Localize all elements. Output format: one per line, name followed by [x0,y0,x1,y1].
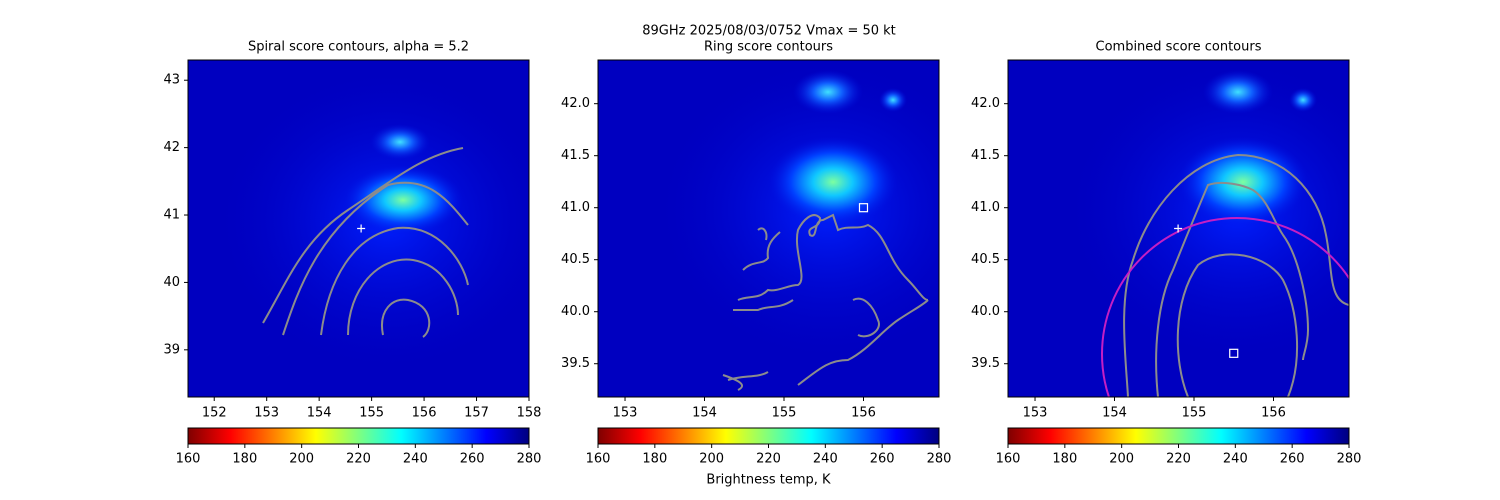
x-tick-label: 154 [307,406,332,421]
colorbar-gradient [1007,427,1350,445]
heatmap [598,60,939,397]
x-tick-label: 156 [1261,406,1286,421]
y-tick-label: 41 [163,208,180,223]
colorbar-tick-label: 180 [1052,452,1077,467]
y-tick-label: 41.5 [971,148,1000,163]
axes-frame [597,59,940,398]
colorbar-tick-label: 220 [346,452,371,467]
y-tick-label: 41.0 [971,200,1000,215]
colorbar-tick-label: 280 [517,452,542,467]
x-tick-label: 154 [1102,406,1127,421]
square-marker [1229,348,1239,358]
x-tick-label: 153 [613,406,638,421]
y-tick-label: 40 [163,275,180,290]
cross-marker [357,224,366,233]
x-tick-label: 156 [851,406,876,421]
colorbar-tick-label: 160 [176,452,201,467]
y-tick-label: 42 [163,140,180,155]
y-tick-label: 42.0 [971,96,1000,111]
x-tick-label: 155 [1182,406,1207,421]
cross-marker [1174,224,1183,233]
colorbar-tick-label: 220 [756,452,781,467]
colorbar-tick-label: 260 [870,452,895,467]
y-tick-label: 39.5 [971,356,1000,371]
colorbar: 160 180 200 220 240 260 280 Brightness temp, K [586,427,952,488]
colorbar-label: Brightness temp, K [706,473,831,488]
axes-frame [1007,59,1350,398]
y-tick-label: 40.5 [561,252,590,267]
x-tick-label: 152 [202,406,227,421]
colorbar-tick-label: 180 [642,452,667,467]
y-tick-label: 41.5 [561,148,590,163]
y-tick-label: 40.5 [971,252,1000,267]
colorbar-tick-label: 240 [1223,452,1248,467]
suptitle: 89GHz 2025/08/03/0752 Vmax = 50 kt [642,24,896,39]
colorbar-tick-label: 240 [403,452,428,467]
colorbar-tick-label: 200 [1109,452,1134,467]
x-tick-label: 153 [1023,406,1048,421]
axes-frame [187,59,530,398]
colorbar-tick-label: 200 [699,452,724,467]
x-tick-label: 158 [517,406,542,421]
panel: Combined score contours 153 154 155 156 39.5 4… [971,40,1350,421]
colorbar: 160 180 200 220 240 260 280 [996,427,1362,467]
colorbar-tick-label: 280 [1337,452,1362,467]
colorbar-gradient [597,427,940,445]
heatmap [188,60,529,397]
panel-title: Combined score contours [1096,40,1262,55]
x-tick-label: 155 [359,406,384,421]
colorbar-tick-label: 220 [1166,452,1191,467]
colorbar-tick-label: 280 [927,452,952,467]
colorbar-tick-label: 240 [813,452,838,467]
panel: Spiral score contours, alpha = 5.2 152 153… [163,40,542,421]
colorbar-tick-label: 260 [460,452,485,467]
y-tick-label: 41.0 [561,200,590,215]
panel: Ring score contours 153 154 155 156 39.5 40.0 4… [561,40,940,421]
y-tick-label: 43 [163,73,180,88]
square-marker [858,203,869,213]
colorbar-tick-label: 180 [232,452,257,467]
x-tick-label: 157 [464,406,489,421]
colorbar-tick-label: 200 [289,452,314,467]
y-tick-label: 39 [163,342,180,357]
y-tick-label: 40.0 [971,304,1000,319]
x-tick-label: 156 [412,406,437,421]
heatmap [1008,60,1349,397]
colorbar-tick-label: 160 [996,452,1021,467]
colorbar-tick-label: 260 [1280,452,1305,467]
panel-title: Spiral score contours, alpha = 5.2 [248,40,469,55]
x-tick-label: 155 [772,406,797,421]
y-tick-label: 39.5 [561,356,590,371]
colorbar: 160 180 200 220 240 260 280 [176,427,542,467]
y-tick-label: 40.0 [561,304,590,319]
panel-title: Ring score contours [704,40,833,55]
y-tick-label: 42.0 [561,96,590,111]
x-tick-label: 154 [692,406,717,421]
x-tick-label: 153 [254,406,279,421]
colorbar-tick-label: 160 [586,452,611,467]
colorbar-gradient [187,427,530,445]
